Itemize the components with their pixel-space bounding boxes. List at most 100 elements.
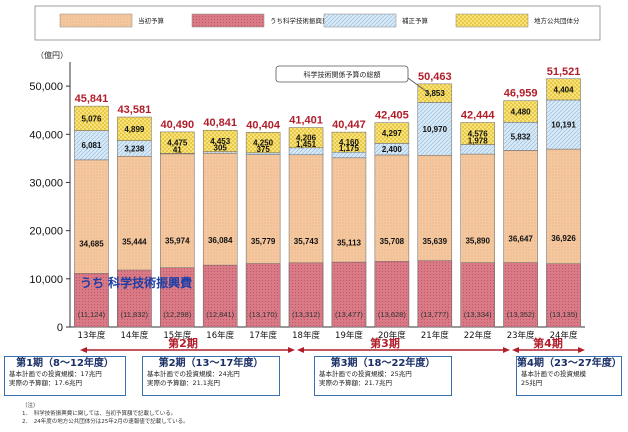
x-tick-label: 22年度 (464, 330, 492, 341)
segment-label-local: 4,250 (253, 139, 274, 148)
segment-label-initial: 36,647 (508, 235, 533, 244)
bar-segment-promotion (288, 262, 324, 328)
bar-segment-promotion (374, 261, 410, 328)
promotion-value-label: (12,298) (163, 310, 191, 319)
segment-label-local: 3,853 (425, 89, 446, 98)
segment-label-local: 4,160 (339, 138, 360, 147)
legend-label-promotion: うち科学技術振興費 (270, 16, 329, 25)
segment-label-supplementary: 10,191 (551, 121, 576, 130)
bar-segment-promotion (331, 261, 367, 328)
total-label: 40,490 (160, 119, 194, 131)
promotion-value-label: (13,135) (550, 310, 578, 319)
x-tick-label: 24年度 (550, 330, 578, 341)
promotion-value-label: (13,352) (507, 310, 535, 319)
y-tick-label: 40,000 (29, 129, 63, 141)
segment-label-initial: 36,084 (208, 236, 233, 245)
phase-line-4-1: 基本計画での投資規模 (521, 370, 586, 378)
phase-box-2: 第2期（13～17年度） 基本計画での投資規模：24兆円 実際の予算額：21.1… (142, 356, 280, 396)
bar-segment-local (160, 131, 195, 154)
y-tick-label: 0 (57, 322, 63, 334)
y-tick-label: 50,000 (29, 81, 63, 93)
bar-segment-promotion (202, 264, 238, 328)
segment-label-initial: 35,444 (122, 238, 147, 247)
promotion-value-label: (11,124) (78, 310, 106, 319)
callout-label: 科学技術関係予算の総額 (304, 70, 381, 79)
bar-segment-promotion (245, 263, 281, 328)
bar-segment-local (245, 132, 281, 154)
segment-label-initial: 35,743 (294, 237, 319, 246)
legend-swatch-promotion (191, 13, 265, 28)
segment-label-initial: 35,779 (251, 237, 276, 246)
bar-segment-local (374, 122, 410, 144)
segment-label-initial: 36,926 (551, 234, 576, 243)
x-tick-label: 14年度 (120, 330, 148, 341)
phase-line-1-2: 実際の予算額：17.6兆円 (9, 379, 82, 387)
segment-label-supplementary: 1,451 (296, 140, 317, 149)
bar-segment-supplementary (417, 102, 453, 156)
x-tick-label: 20年度 (378, 330, 406, 341)
legend-swatch-initial (59, 13, 133, 28)
x-tick-label: 13年度 (78, 330, 106, 341)
note-2: 2． 24年度の地方公共団体分は25年2月の速報値で記載している。 (22, 419, 189, 425)
total-label: 46,959 (504, 88, 538, 100)
phase-line-3-1: 基本計画での投資規模：25兆円 (319, 370, 412, 378)
bar-segment-local (546, 78, 581, 101)
bar-segment-supplementary (460, 144, 495, 155)
segment-label-supplementary: 375 (256, 145, 270, 154)
segment-label-initial: 35,113 (337, 238, 362, 247)
note-1: 1． 科学技術振興費に関しては、当初予算額で記載している。 (22, 411, 177, 417)
segment-label-initial: 35,890 (465, 237, 490, 246)
total-label: 41,401 (289, 115, 323, 127)
x-tick-labels: 13年度 14年度 15年度 16年度 17年度 18年度 19年度 20年度 21年度 22年度… (78, 330, 578, 341)
promotion-value-label: (13,334) (464, 310, 492, 319)
segment-label-local: 5,076 (81, 114, 102, 123)
total-label: 40,404 (246, 119, 281, 131)
total-label: 42,405 (375, 110, 409, 122)
bars (74, 78, 581, 328)
bar-segment-local (74, 105, 109, 131)
bar-segment-supplementary (288, 147, 324, 156)
segment-label-local: 4,297 (382, 129, 403, 138)
unit-label: （億円） (36, 50, 68, 60)
legend-label-local: 地方公共団体分 (534, 16, 580, 25)
segment-label-initial: 34,685 (79, 239, 104, 248)
bar-segment-local (288, 127, 324, 149)
bar-segment-local (417, 83, 453, 103)
total-callout: 科学技術関係予算の総額 (275, 65, 431, 95)
bar-segment-supplementary (546, 99, 581, 150)
phase-box-1: 第1期（8～12年度） 基本計画での投資規模：17兆円 実際の予算額：17.6兆… (4, 356, 126, 396)
phase-title-3: 第3期（18～22年度） (330, 358, 436, 369)
bar-segment-local (331, 131, 367, 153)
phase-box-3: 第3期（18～22年度） 基本計画での投資規模：25兆円 実際の予算額：21.7… (314, 356, 452, 396)
bar-segment-local (503, 100, 538, 123)
segment-label-supplementary: 10,970 (423, 125, 448, 134)
promotion-value-label: (12,841) (206, 310, 234, 319)
legend: 当初予算 うち科学技術振興費 補正予算 地方公共団体分 (34, 5, 601, 41)
phase-line-4-2: 25兆円 (521, 379, 543, 387)
x-tick-label: 23年度 (507, 330, 535, 341)
note-heading: （注） (22, 403, 39, 409)
phase-box-4: 第4期（23～27年度） 基本計画での投資規模 25兆円 (516, 356, 622, 396)
period-label-4: 第4期 (533, 336, 563, 350)
bar-segment-supplementary (74, 130, 109, 161)
y-tick-label: 20,000 (29, 226, 63, 238)
promotion-value-label: (13,777) (421, 310, 449, 319)
bar-segment-promotion (503, 262, 538, 328)
y-tick-label: 10,000 (29, 274, 63, 286)
y-ticks: 0 10,000 20,000 30,000 40,000 50,000 (29, 81, 70, 334)
bar-segment-local (202, 129, 238, 152)
legend-swatch-local (455, 13, 529, 28)
period-markers: 第2期 第3期 第4期 (80, 336, 585, 353)
segment-label-supplementary: 305 (214, 144, 228, 153)
x-tick-label: 15年度 (163, 330, 191, 341)
x-tick-label: 21年度 (421, 330, 449, 341)
notes: （注） 1． 科学技術振興費に関しては、当初予算額で記載している。 2． 24年… (22, 402, 189, 426)
total-label: 45,841 (75, 93, 109, 105)
segment-label-supplementary: 6,081 (81, 141, 102, 150)
segment-label-supplementary: 1,175 (339, 144, 360, 153)
bar-segment-promotion (74, 273, 109, 328)
bar-segment-promotion (546, 263, 581, 328)
segment-label-supplementary: 41 (173, 145, 182, 154)
phase-line-1-1: 基本計画での投資規模：17兆円 (9, 370, 102, 378)
legend-label-initial: 当初予算 (138, 16, 165, 25)
